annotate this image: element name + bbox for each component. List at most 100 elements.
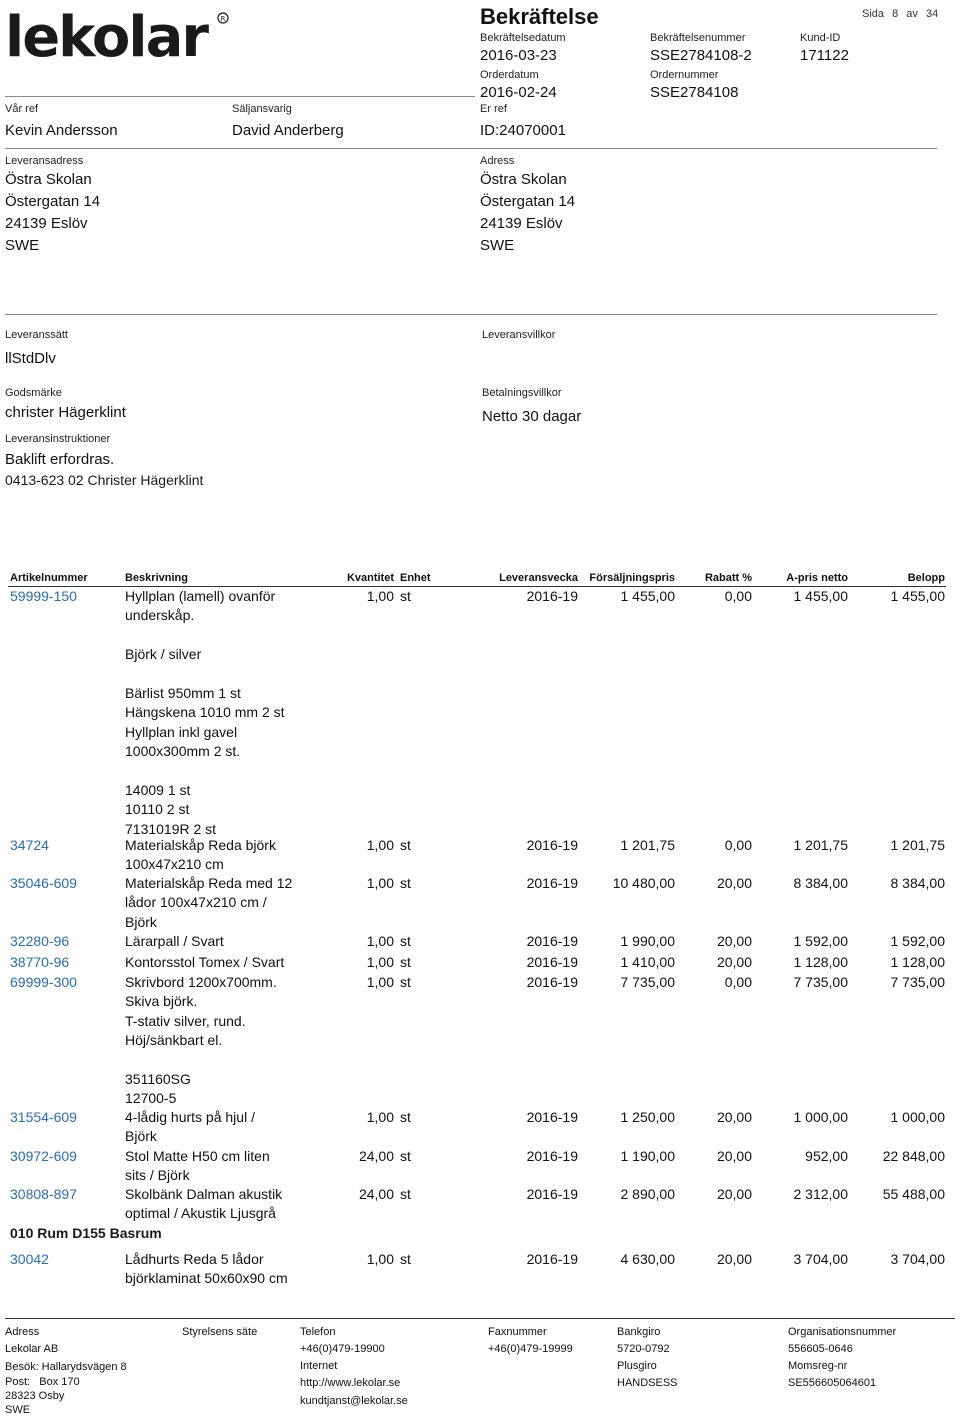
- cell-amount: 1 592,00: [890, 933, 946, 949]
- cell-unit: st: [400, 974, 411, 990]
- our-ref: Kevin Andersson: [5, 122, 118, 139]
- delivery-contact: 0413-623 02 Christer Hägerklint: [5, 472, 204, 488]
- goods-mark-label: Godsmärke: [5, 387, 62, 399]
- document-title: Bekräftelse: [480, 4, 599, 29]
- article-number[interactable]: 31554-609: [10, 1109, 77, 1125]
- cell-disc: 0,00: [724, 837, 752, 853]
- footer-vat-number: SE556605064601: [788, 1377, 877, 1389]
- cell-amount: 22 848,00: [882, 1148, 945, 1164]
- page-number: 8: [892, 8, 899, 20]
- footer-bankgiro-label: Bankgiro: [617, 1326, 661, 1338]
- description-line: Stol Matte H50 cm liten: [125, 1148, 270, 1164]
- cell-price: 7 735,00: [620, 974, 676, 990]
- description-line: Skolbänk Dalman akustik: [125, 1186, 283, 1202]
- section-heading: 010 Rum D155 Basrum: [10, 1225, 162, 1241]
- cell-disc: 20,00: [716, 1251, 752, 1267]
- header-divider: [5, 96, 475, 97]
- description-line: Kontorsstol Tomex / Svart: [125, 954, 285, 970]
- article-number[interactable]: 69999-300: [10, 974, 77, 990]
- cell-week: 2016-19: [526, 1148, 578, 1164]
- description-line: sits / Björk: [125, 1167, 190, 1184]
- description-line: Björk: [125, 1128, 157, 1145]
- cell-week: 2016-19: [526, 954, 578, 970]
- footer-org-label: Organisationsnummer: [788, 1326, 897, 1338]
- footer-fax: +46(0)479-19999: [488, 1343, 573, 1355]
- order-no-label: Ordernummer: [650, 69, 719, 81]
- footer-vat-label: Momsreg-nr: [788, 1360, 848, 1372]
- footer-fax-label: Faxnummer: [488, 1326, 547, 1338]
- billing-address: Östra Skolan Östergatan 14 24139 Eslöv S…: [480, 169, 575, 257]
- your-ref-label: Er ref: [480, 103, 507, 115]
- description-line: 4-lådig hurts på hjul /: [125, 1109, 255, 1125]
- seller-label: Säljansvarig: [232, 103, 292, 115]
- article-number[interactable]: 34724: [10, 837, 49, 853]
- delivery-line: Östra Skolan: [5, 171, 92, 188]
- cell-week: 2016-19: [526, 875, 578, 891]
- payment-terms-label: Betalningsvillkor: [482, 387, 562, 399]
- description-line: Lärarpall / Svart: [125, 933, 224, 949]
- cell-net: 1 201,75: [793, 837, 849, 853]
- footer-org-number: 556605-0646: [788, 1343, 853, 1355]
- cell-net: 1 000,00: [793, 1109, 849, 1125]
- description-line: 1000x300mm 2 st.: [125, 743, 241, 760]
- cell-qty: 1,00: [366, 954, 394, 970]
- description-line: Materialskåp Reda björk: [125, 837, 276, 853]
- article-number[interactable]: 59999-150: [10, 588, 77, 604]
- lekolar-logo: lekolar R: [5, 6, 229, 66]
- cell-amount: 8 384,00: [890, 875, 946, 891]
- footer-email-link[interactable]: kundtjanst@lekolar.se: [300, 1395, 408, 1407]
- table-header-rule: [8, 586, 946, 587]
- cell-unit: st: [400, 875, 411, 891]
- cell-week: 2016-19: [526, 588, 578, 604]
- cell-amount: 1 128,00: [890, 954, 946, 970]
- cell-price: 10 480,00: [612, 875, 675, 891]
- footer-visit-address: Besök: Hallarydsvägen 8: [5, 1361, 127, 1373]
- address-line: Östergatan 14: [480, 193, 576, 210]
- description-line: Björk: [125, 913, 157, 930]
- cell-price: 1 201,75: [620, 837, 676, 853]
- article-number[interactable]: 30972-609: [10, 1148, 77, 1164]
- cell-week: 2016-19: [526, 974, 578, 990]
- cell-price: 4 630,00: [620, 1251, 676, 1267]
- col-delivery-week: Leveransvecka: [499, 572, 578, 584]
- cell-amount: 1 000,00: [890, 1109, 946, 1125]
- footer-country: SWE: [5, 1404, 31, 1416]
- cell-price: 1 455,00: [620, 588, 676, 604]
- footer-website-link[interactable]: http://www.lekolar.se: [300, 1377, 401, 1389]
- cell-unit: st: [400, 1109, 411, 1125]
- description-line: Hyllplan inkl gavel: [125, 723, 238, 740]
- cell-net: 1 128,00: [793, 954, 849, 970]
- delivery-line: 24139 Eslöv: [5, 215, 88, 232]
- cell-disc: 20,00: [716, 1109, 752, 1125]
- cell-week: 2016-19: [526, 1251, 578, 1267]
- cell-qty: 1,00: [366, 933, 394, 949]
- article-number[interactable]: 35046-609: [10, 875, 77, 891]
- description-line: 100x47x210 cm: [125, 856, 224, 873]
- cell-qty: 1,00: [366, 974, 394, 990]
- cell-unit: st: [400, 1251, 411, 1267]
- article-number[interactable]: 30808-897: [10, 1186, 77, 1202]
- col-quantity: Kvantitet: [346, 572, 394, 584]
- delivery-line: SWE: [5, 237, 40, 254]
- confirm-no: SSE2784108-2: [650, 47, 752, 64]
- description-line: 7131019R 2 st: [125, 820, 217, 837]
- customer-id-label: Kund-ID: [800, 32, 841, 44]
- ref-divider: [5, 148, 937, 149]
- description-line: underskåp.: [125, 607, 195, 624]
- col-discount: Rabatt %: [704, 572, 752, 584]
- order-date-label: Orderdatum: [480, 69, 539, 81]
- page-of: av: [906, 8, 918, 20]
- cell-amount: 3 704,00: [890, 1251, 946, 1267]
- svg-text:R: R: [221, 15, 226, 23]
- goods-mark: christer Hägerklint: [5, 404, 126, 421]
- footer-phone-label: Telefon: [300, 1326, 336, 1338]
- description-line: Skiva björk.: [125, 993, 198, 1010]
- article-number[interactable]: 30042: [10, 1251, 49, 1267]
- cell-disc: 20,00: [716, 1148, 752, 1164]
- article-number[interactable]: 32280-96: [10, 933, 70, 949]
- delivery-address-label: Leveransadress: [5, 155, 84, 167]
- article-number[interactable]: 38770-96: [10, 954, 70, 970]
- col-article-number: Artikelnummer: [10, 572, 88, 584]
- description-line: T-stativ silver, rund.: [125, 1012, 246, 1029]
- cell-week: 2016-19: [526, 933, 578, 949]
